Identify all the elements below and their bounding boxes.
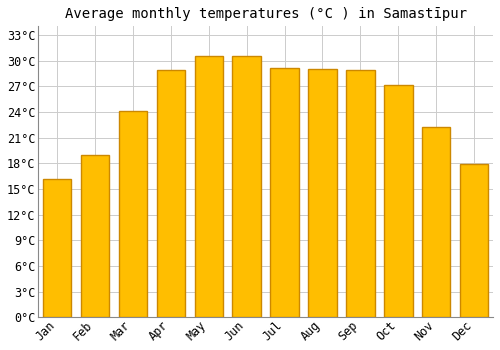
Bar	[232, 56, 261, 317]
Bar	[194, 56, 223, 317]
Title: Average monthly temperatures (°C ) in Samastīpur: Average monthly temperatures (°C ) in Sa…	[64, 7, 466, 21]
Bar	[43, 178, 72, 317]
Bar	[308, 69, 336, 317]
Bar	[81, 155, 110, 317]
Bar	[460, 164, 488, 317]
Bar	[384, 85, 412, 317]
Bar	[119, 111, 147, 317]
Bar	[422, 127, 450, 317]
Bar	[156, 70, 185, 317]
Bar	[270, 68, 299, 317]
Bar	[346, 70, 374, 317]
